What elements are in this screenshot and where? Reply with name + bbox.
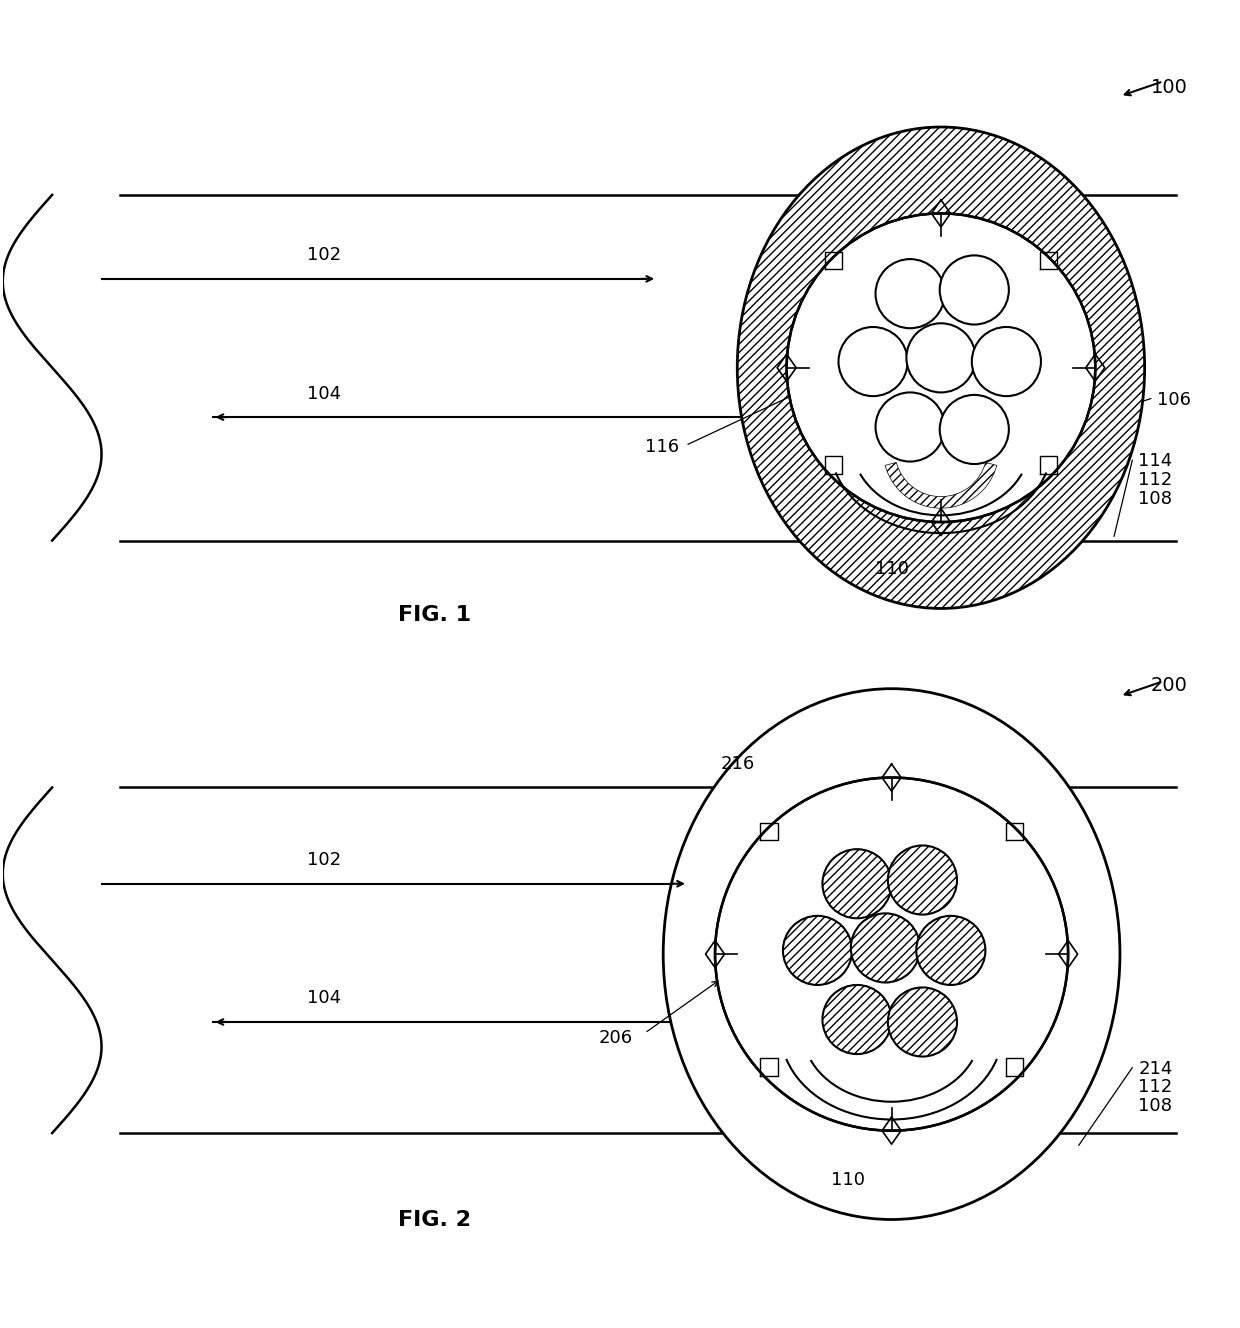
Text: 106: 106 [1157,390,1190,409]
Text: 108: 108 [1138,1097,1173,1116]
Text: 116: 116 [645,438,680,456]
Text: 102: 102 [306,851,341,870]
Circle shape [972,327,1040,396]
Circle shape [940,394,1009,463]
Text: 100: 100 [1151,77,1188,97]
Circle shape [906,323,976,392]
Text: FIG. 1: FIG. 1 [398,604,471,624]
Ellipse shape [738,127,1145,608]
Text: 216: 216 [720,754,754,773]
Circle shape [888,988,957,1057]
Text: 102: 102 [306,246,341,264]
Text: 104: 104 [306,385,341,402]
Circle shape [715,778,1068,1130]
Circle shape [916,916,986,985]
Circle shape [875,259,945,328]
Text: 112: 112 [1138,471,1173,489]
Circle shape [838,327,908,396]
Circle shape [822,849,892,918]
Text: 110: 110 [831,1171,866,1189]
Circle shape [851,914,920,983]
Circle shape [940,255,1009,324]
Text: 112: 112 [1138,1078,1173,1097]
Wedge shape [885,462,997,509]
Circle shape [888,846,957,915]
Text: 114: 114 [1138,453,1173,470]
Circle shape [782,916,852,985]
Circle shape [875,392,945,462]
Text: 206: 206 [598,1029,632,1046]
Ellipse shape [663,689,1120,1219]
Text: 108: 108 [1138,490,1173,507]
Text: 104: 104 [306,989,341,1008]
Text: FIG. 2: FIG. 2 [398,1210,471,1230]
Text: 214: 214 [1138,1060,1173,1078]
Text: 110: 110 [874,560,909,578]
Circle shape [786,214,1095,522]
Circle shape [822,985,892,1054]
Text: 200: 200 [1151,676,1188,696]
